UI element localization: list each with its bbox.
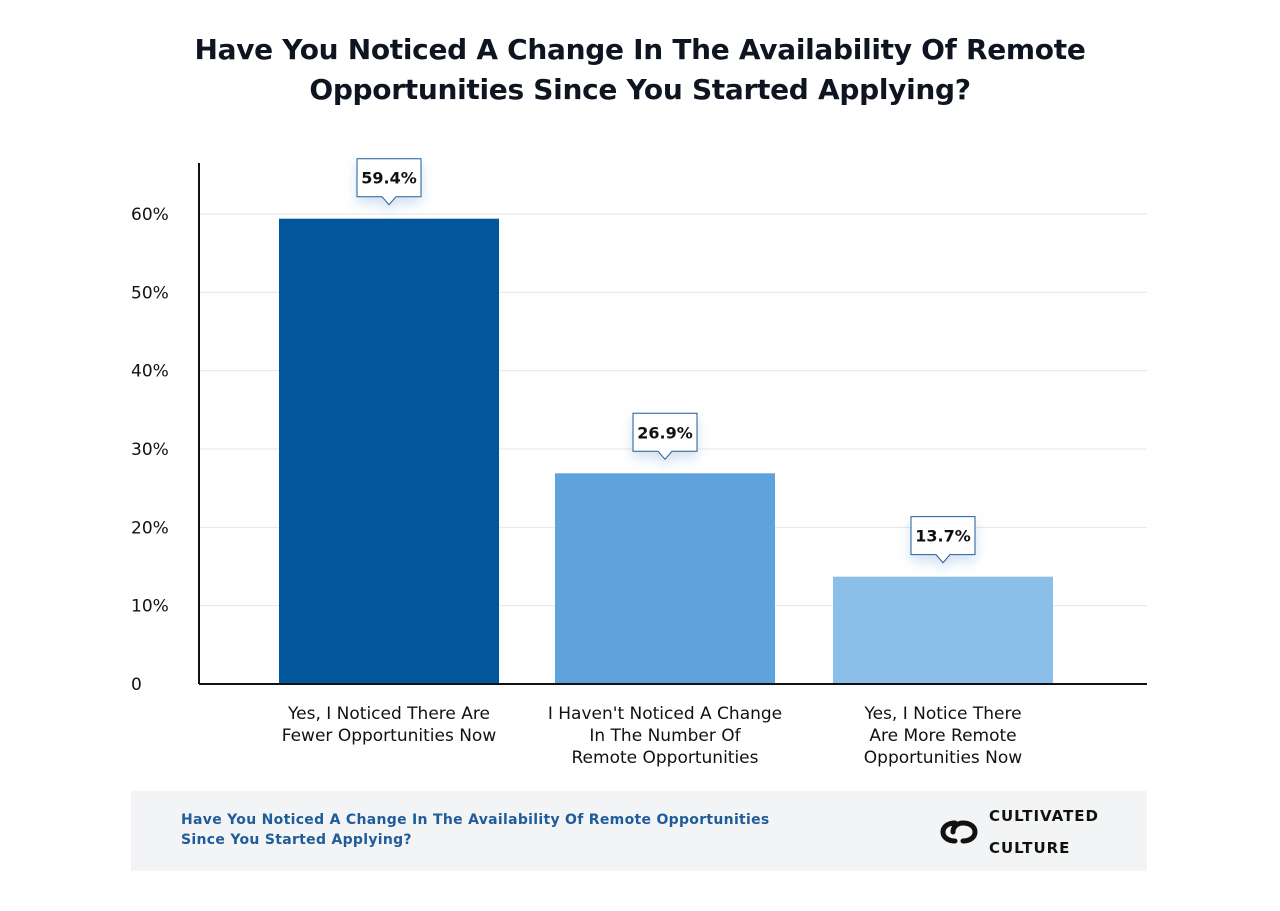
footer-caption: Have You Noticed A Change In The Availab… — [181, 810, 821, 850]
y-tick-label: 0 — [131, 675, 142, 695]
x-category-label: Fewer Opportunities Now — [282, 726, 497, 746]
x-category-label: Are More Remote — [869, 726, 1016, 746]
cultivated-culture-logo-icon — [940, 820, 978, 844]
bar — [555, 473, 775, 684]
x-category-label: Opportunities Now — [864, 748, 1023, 768]
x-category-label: Yes, I Notice There — [863, 704, 1021, 724]
x-category-label: In The Number Of — [589, 726, 741, 746]
y-tick-label: 60% — [131, 205, 169, 225]
footer-caption-line-2: Since You Started Applying? — [181, 832, 412, 848]
brand-line-2: CULTURE — [988, 839, 1071, 857]
x-category-label: I Haven't Noticed A Change — [548, 704, 782, 724]
brand-logo: CULTIVATED CULTURE — [939, 808, 1099, 856]
bar — [279, 218, 499, 684]
footer-banner: Have You Noticed A Change In The Availab… — [131, 791, 1147, 871]
y-tick-label: 40% — [131, 362, 169, 382]
footer-caption-line-1: Have You Noticed A Change In The Availab… — [181, 812, 770, 828]
y-tick-label: 50% — [131, 283, 169, 303]
y-tick-label: 20% — [131, 518, 169, 538]
data-label: 26.9% — [637, 423, 693, 442]
data-label-box — [632, 412, 698, 461]
x-category-label: Yes, I Noticed There Are — [287, 704, 490, 724]
y-tick-label: 10% — [131, 597, 169, 617]
chart-title: Have You Noticed A Change In The Availab… — [140, 30, 1140, 110]
bar — [833, 576, 1053, 684]
data-label-box — [910, 516, 976, 564]
data-label: 13.7% — [915, 527, 971, 546]
data-label: 59.4% — [361, 169, 417, 188]
brand-line-1: CULTIVATED — [988, 807, 1099, 825]
chart-title-line-1: Have You Noticed A Change In The Availab… — [194, 33, 1086, 66]
brand-wordmark: CULTIVATED CULTURE — [989, 792, 1099, 872]
y-tick-label: 30% — [131, 440, 169, 460]
x-category-label: Remote Opportunities — [572, 748, 759, 768]
chart-title-line-2: Opportunities Since You Started Applying… — [309, 73, 971, 106]
data-label-box — [356, 158, 422, 206]
bar-chart: 0 10% 20% 30% 40% 50% 60% 59.4% Yes, I Noticed T… — [131, 158, 1147, 768]
